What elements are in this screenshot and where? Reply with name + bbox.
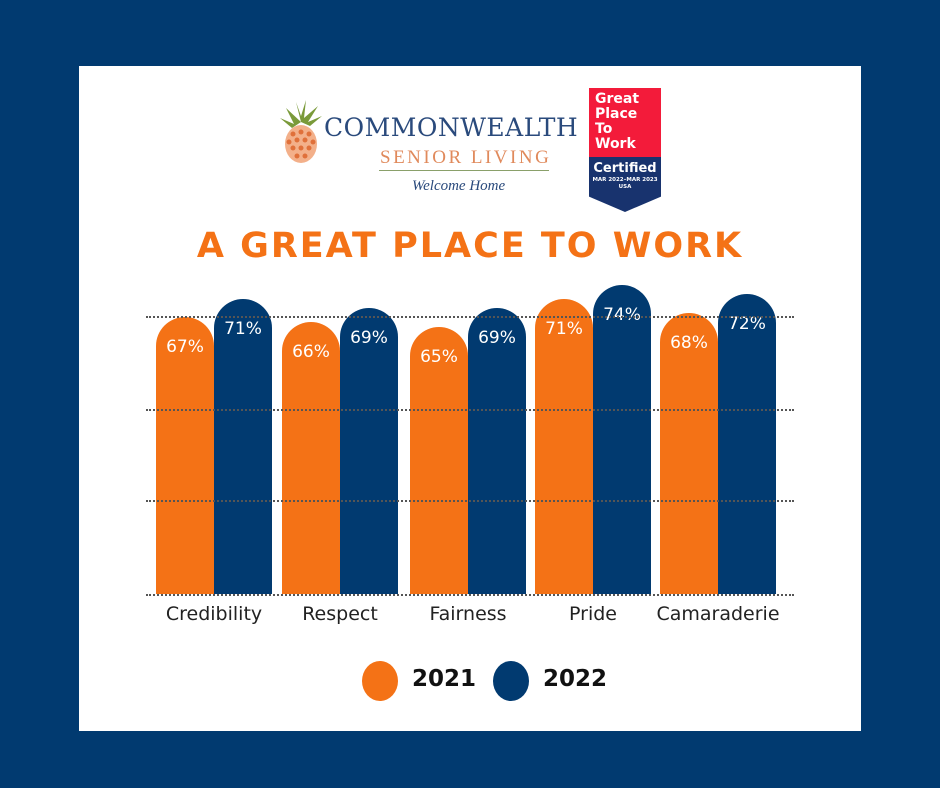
data-label: 69% bbox=[350, 328, 388, 349]
category-label: Credibility bbox=[165, 603, 263, 625]
bar-2021-credibility: 67% bbox=[156, 317, 214, 594]
bar-2021-pride: 71% bbox=[535, 298, 593, 594]
gridline bbox=[146, 409, 794, 411]
bar-2022-respect: 69% bbox=[340, 308, 398, 594]
bar-2021-respect: 66% bbox=[282, 322, 340, 594]
data-label: 66% bbox=[292, 342, 330, 363]
data-label: 72% bbox=[728, 314, 766, 335]
category-label: Respect bbox=[302, 603, 378, 625]
commonwealth-logo: Commonwealth Senior Living Welcome Home bbox=[278, 98, 578, 203]
data-label: 65% bbox=[420, 346, 458, 367]
data-label: 71% bbox=[545, 318, 583, 339]
bar-2021-fairness: 65% bbox=[410, 326, 468, 594]
badge-country: USA bbox=[618, 184, 632, 190]
bar-2022-fairness: 69% bbox=[468, 308, 526, 594]
legend-label: 2021 bbox=[412, 666, 477, 692]
bar-2022-credibility: 71% bbox=[214, 298, 272, 594]
badge-line: Place bbox=[595, 106, 638, 122]
category-label: Pride bbox=[569, 603, 617, 625]
gridline bbox=[146, 316, 794, 318]
bar-2021-camaraderie: 68% bbox=[660, 312, 718, 594]
badge-top: Great Place To Work bbox=[589, 88, 661, 157]
brand-subtitle: Senior Living bbox=[380, 147, 552, 168]
great-place-to-work-badge: Great Place To Work Certified MAR 2022–M… bbox=[589, 88, 661, 212]
chart-title: A GREAT PLACE TO WORK bbox=[196, 226, 744, 266]
brand-tagline: Welcome Home bbox=[412, 178, 506, 194]
bar-2022-pride: 74% bbox=[593, 284, 651, 594]
data-label: 69% bbox=[478, 328, 516, 349]
gridline bbox=[146, 594, 794, 596]
data-label: 71% bbox=[224, 318, 262, 339]
logo-divider bbox=[379, 170, 549, 171]
pineapple-icon bbox=[280, 100, 322, 163]
category-label: Fairness bbox=[429, 603, 507, 625]
legend-swatch bbox=[362, 661, 398, 701]
badge-dates: MAR 2022–MAR 2023 bbox=[592, 177, 658, 183]
badge-bottom: Certified MAR 2022–MAR 2023 USA bbox=[589, 157, 661, 212]
data-label: 74% bbox=[603, 304, 641, 325]
brand-name: Commonwealth bbox=[324, 113, 579, 142]
legend-swatch bbox=[493, 661, 529, 701]
category-label: Camaraderie bbox=[656, 603, 780, 625]
badge-line: To bbox=[595, 121, 613, 137]
badge-certified: Certified bbox=[593, 161, 657, 176]
data-label: 68% bbox=[670, 332, 708, 353]
gridline bbox=[146, 500, 794, 502]
badge-line: Work bbox=[595, 136, 636, 152]
badge-line: Great bbox=[595, 91, 640, 107]
bar-2022-camaraderie: 72% bbox=[718, 294, 776, 594]
data-label: 67% bbox=[166, 337, 204, 358]
legend-label: 2022 bbox=[543, 666, 608, 692]
